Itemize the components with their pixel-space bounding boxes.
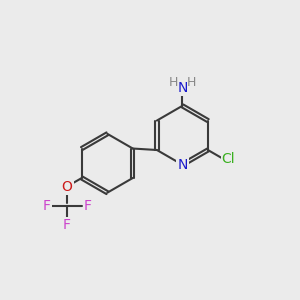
Text: N: N	[177, 158, 188, 172]
Text: H: H	[187, 76, 196, 89]
Text: H: H	[168, 76, 178, 89]
Text: N: N	[177, 81, 188, 95]
Text: O: O	[61, 179, 73, 194]
Text: Cl: Cl	[222, 152, 235, 166]
Text: F: F	[42, 199, 50, 213]
Text: F: F	[84, 199, 92, 213]
Text: F: F	[63, 218, 71, 232]
